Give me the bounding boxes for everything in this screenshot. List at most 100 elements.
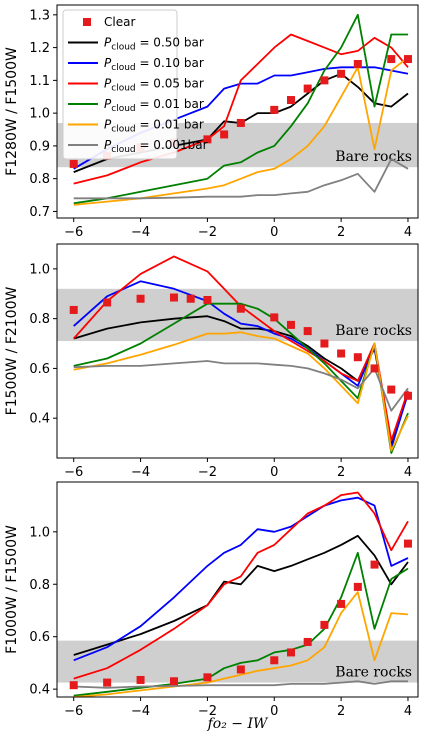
series-line-6 <box>73 680 408 689</box>
y-tick-label: 1.1 <box>29 74 50 89</box>
x-axis-label: fo₂ − IW <box>207 716 269 732</box>
clear-marker <box>403 391 412 400</box>
legend-entry: Clear <box>83 15 135 29</box>
series-line-3 <box>73 255 409 442</box>
y-tick-label: 0.6 <box>29 630 50 645</box>
x-tick-label: 0 <box>270 465 278 480</box>
series-line-5 <box>73 331 409 452</box>
legend-box <box>62 9 178 160</box>
clear-marker <box>320 620 329 629</box>
clear-marker <box>69 305 78 314</box>
clear-marker <box>387 55 396 64</box>
clear-marker <box>370 560 379 569</box>
legend: Clear Pcloud = 0.50 bar Pcloud = 0.10 bar P… <box>62 9 208 160</box>
y-tick-label: 0.8 <box>29 578 50 593</box>
legend-label: Pcloud = 0.10 bar <box>104 56 204 73</box>
clear-marker <box>270 656 279 665</box>
clear-marker <box>203 295 212 304</box>
legend-label: Pcloud = 0.50 bar <box>104 36 204 53</box>
x-tick-label: 0 <box>270 225 278 240</box>
clear-marker <box>169 293 178 302</box>
x-tick-label: 2 <box>337 704 345 719</box>
x-tick-label: −6 <box>64 704 83 719</box>
clear-marker <box>303 327 312 336</box>
clear-marker <box>220 130 229 139</box>
legend-label: Pcloud = 0.001bar <box>104 138 208 155</box>
clear-marker <box>353 582 362 591</box>
clear-marker <box>353 59 362 68</box>
clear-marker <box>186 294 195 303</box>
y-axis-label: F1500W / F2100W <box>4 287 20 416</box>
x-tick-label: −2 <box>198 704 217 719</box>
panel-3: Bare rocks −6 −4 −2 0 2 4 0.4 0.6 0.8 1.0 F1000W / … <box>4 481 419 732</box>
series-line-4 <box>73 551 409 697</box>
x-tick-label: 4 <box>404 465 412 480</box>
clear-marker <box>270 313 279 322</box>
clear-marker <box>286 320 295 329</box>
clear-marker <box>236 304 245 313</box>
series-line-2 <box>73 496 409 662</box>
clear-marker <box>103 298 112 307</box>
y-tick-label: 0.8 <box>29 172 50 187</box>
legend-entry: Pcloud = 0.05 bar <box>68 77 204 94</box>
legend-entry: Pcloud = 0.01 bar <box>68 118 204 135</box>
x-tick-label: −2 <box>198 465 217 480</box>
y-tick-label: 0.7 <box>29 205 50 220</box>
clear-marker <box>320 76 329 85</box>
clear-marker <box>236 118 245 127</box>
series-line-4 <box>73 13 408 205</box>
clear-marker <box>337 349 346 358</box>
clear-marker <box>169 677 178 686</box>
y-tick-label: 1.2 <box>29 41 50 56</box>
x-tick-label: −4 <box>131 465 150 480</box>
clear-marker <box>286 648 295 657</box>
legend-label: Clear <box>104 15 135 29</box>
clear-marker <box>387 385 396 394</box>
clear-marker <box>320 339 329 348</box>
clear-marker <box>303 637 312 646</box>
x-tick-label: 4 <box>404 704 412 719</box>
bare-rocks-label: Bare rocks <box>335 149 412 165</box>
series-line-5 <box>73 591 409 697</box>
legend-entry: Pcloud = 0.50 bar <box>68 36 204 53</box>
y-tick-label: 1.0 <box>29 107 50 122</box>
legend-entry: Pcloud = 0.001bar <box>68 138 208 155</box>
x-tick-label: −2 <box>198 225 217 240</box>
legend-label: Pcloud = 0.05 bar <box>104 77 204 94</box>
x-tick-label: 4 <box>404 225 412 240</box>
x-tick-label: −4 <box>131 225 150 240</box>
legend-entry: Pcloud = 0.01 bar <box>68 97 204 114</box>
clear-marker <box>403 539 412 548</box>
series-line-6 <box>73 360 409 412</box>
clear-marker <box>353 353 362 362</box>
x-tick-label: 2 <box>337 465 345 480</box>
clear-marker <box>236 665 245 674</box>
legend-entry: Pcloud = 0.10 bar <box>68 56 204 73</box>
clear-marker <box>203 673 212 682</box>
clear-marker <box>69 159 78 168</box>
y-tick-label: 0.4 <box>29 683 50 698</box>
y-tick-label: 0.6 <box>29 362 50 377</box>
clear-marker <box>103 678 112 687</box>
legend-label: Pcloud = 0.01 bar <box>104 118 204 135</box>
clear-marker <box>337 69 346 78</box>
y-tick-label: 0.9 <box>29 139 50 154</box>
clear-marker <box>370 364 379 373</box>
y-tick-label: 1.3 <box>29 8 50 23</box>
plot-frame <box>56 243 419 459</box>
plot-frame <box>56 4 419 219</box>
clear-marker <box>136 294 145 303</box>
clear-marker <box>303 84 312 93</box>
bare-rocks-label: Bare rocks <box>335 665 412 681</box>
clear-marker <box>286 96 295 105</box>
legend-marker <box>83 18 91 26</box>
y-tick-label: 1.0 <box>29 525 50 540</box>
clear-marker <box>403 55 412 64</box>
series-line-5 <box>73 56 409 206</box>
panel-2: Bare rocks −6 −4 −2 0 2 4 0.4 0.6 0.8 1.0 F1500W / … <box>4 243 419 480</box>
y-axis-label: F1000W / F1500W <box>4 525 20 654</box>
clear-marker <box>337 599 346 608</box>
legend-label: Pcloud = 0.01 bar <box>104 97 204 114</box>
series-line-1 <box>73 534 409 656</box>
series-line-2 <box>73 280 409 449</box>
